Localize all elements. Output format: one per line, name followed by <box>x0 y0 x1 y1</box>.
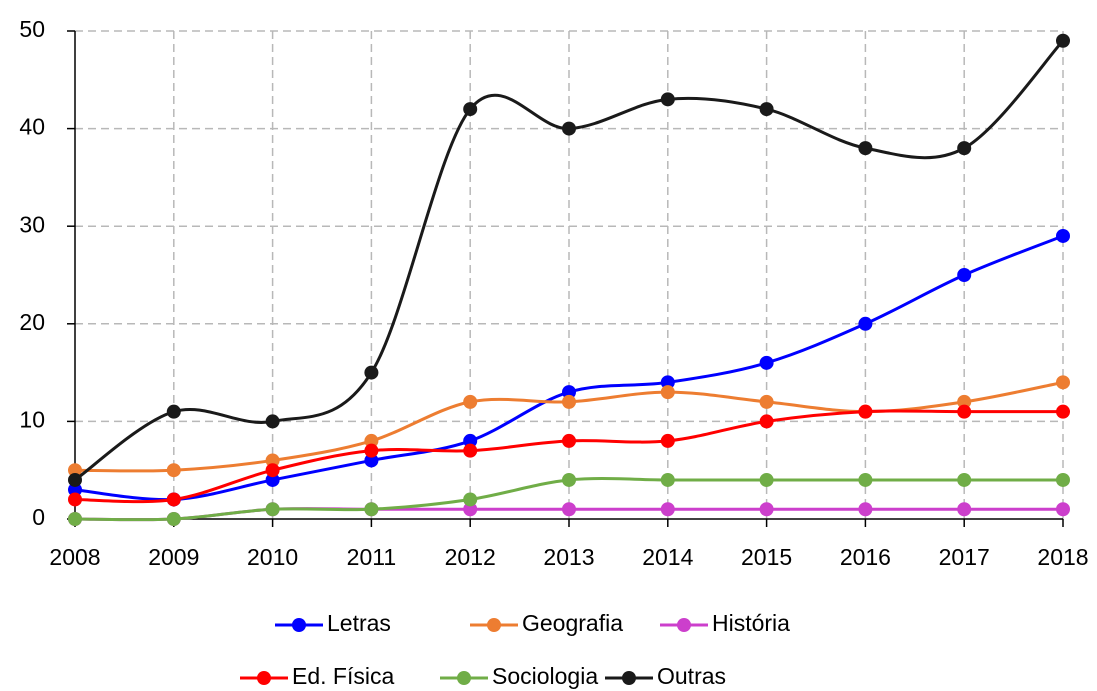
x-tick-label: 2009 <box>148 544 199 570</box>
data-point <box>562 394 576 409</box>
data-point <box>1056 375 1070 390</box>
x-tick-label: 2015 <box>741 544 792 570</box>
data-point <box>364 433 379 448</box>
data-point <box>68 463 82 478</box>
data-point <box>957 141 972 156</box>
data-point <box>858 502 873 517</box>
data-point <box>68 512 82 526</box>
y-tick-label: 0 <box>32 504 45 530</box>
data-point <box>1056 502 1070 517</box>
y-tick-label: 40 <box>19 114 45 140</box>
data-point <box>759 355 774 370</box>
data-point <box>759 502 774 517</box>
y-tick-label: 50 <box>19 16 45 42</box>
data-point <box>463 502 478 517</box>
data-point <box>166 463 181 478</box>
data-point <box>957 394 972 409</box>
data-point <box>759 102 774 117</box>
legend-label: Ed. Física <box>292 663 394 689</box>
x-tick-label: 2011 <box>347 544 396 570</box>
data-point <box>265 414 280 429</box>
data-point <box>957 404 972 419</box>
data-point <box>463 492 478 507</box>
data-point <box>562 121 576 136</box>
y-tick-label: 30 <box>19 211 45 237</box>
legend-label: Geografia <box>522 610 623 636</box>
x-tick-label: 2016 <box>840 544 891 570</box>
legend-marker <box>487 618 501 632</box>
data-point <box>759 472 774 487</box>
legend-marker <box>257 671 271 685</box>
data-point <box>858 316 873 331</box>
data-point <box>957 268 972 282</box>
data-point <box>660 433 675 448</box>
x-tick-label: 2010 <box>247 544 298 570</box>
data-point <box>660 375 675 390</box>
data-point <box>562 433 576 448</box>
data-point <box>858 141 873 156</box>
x-tick-label: 2008 <box>49 544 100 570</box>
data-point <box>858 472 873 487</box>
x-tick-label: 2012 <box>445 544 496 570</box>
legend-label: Sociologia <box>492 663 598 689</box>
data-point <box>166 512 181 526</box>
data-point <box>265 502 280 517</box>
data-point <box>759 414 774 429</box>
data-point <box>265 472 280 487</box>
legend-label: Letras <box>327 610 391 636</box>
data-point <box>265 453 280 468</box>
data-point <box>68 492 82 507</box>
series-line <box>74 39 1065 482</box>
data-point <box>1056 404 1070 419</box>
data-point <box>1056 33 1070 48</box>
data-point <box>265 463 280 478</box>
legend-label: Outras <box>657 663 726 689</box>
data-point <box>166 492 181 507</box>
y-tick-label: 10 <box>19 406 45 432</box>
data-point <box>364 453 379 468</box>
data-point <box>660 385 675 400</box>
data-point <box>463 102 478 117</box>
data-point <box>1056 472 1070 487</box>
data-point <box>364 443 379 458</box>
x-tick-label: 2014 <box>642 544 693 570</box>
data-point <box>68 482 82 497</box>
legend-marker <box>622 671 636 685</box>
data-point <box>858 404 873 419</box>
data-point <box>1056 228 1070 243</box>
data-point <box>364 365 379 380</box>
x-tick-label: 2018 <box>1037 544 1088 570</box>
data-point <box>957 472 972 487</box>
legend-marker <box>292 618 306 632</box>
data-point <box>166 404 181 419</box>
data-point <box>562 385 576 400</box>
y-tick-label: 20 <box>19 309 45 335</box>
data-point <box>957 502 972 517</box>
data-point <box>68 472 82 487</box>
data-point <box>562 472 576 487</box>
data-point <box>463 394 478 409</box>
legend-marker <box>677 618 691 632</box>
data-point <box>660 92 675 107</box>
x-tick-label: 2013 <box>543 544 594 570</box>
data-point <box>562 502 576 517</box>
data-point <box>660 502 675 517</box>
x-tick-label: 2017 <box>939 544 990 570</box>
legend-marker <box>457 671 471 685</box>
data-point <box>463 433 478 448</box>
legend-label: História <box>712 610 790 636</box>
data-point <box>364 502 379 517</box>
data-point <box>759 394 774 409</box>
data-point <box>463 443 478 458</box>
data-point <box>660 472 675 487</box>
